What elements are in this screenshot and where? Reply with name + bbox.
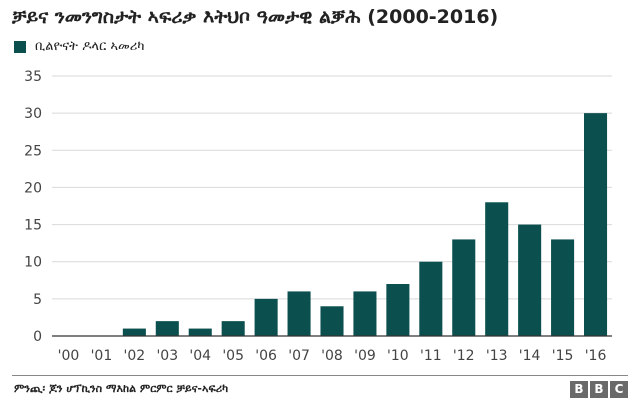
x-tick-label: '11 — [420, 348, 442, 364]
bar — [122, 328, 146, 336]
x-tick-label: '01 — [91, 348, 113, 364]
legend: ቢልዮናት ዶላር ኣመሪካ — [14, 39, 144, 54]
y-tick-label: 0 — [33, 329, 42, 345]
bar — [485, 202, 509, 336]
x-tick-label: '03 — [156, 348, 178, 364]
bar — [287, 291, 311, 336]
bar — [518, 224, 542, 336]
y-tick-label: 30 — [24, 106, 42, 122]
x-tick-label: '13 — [486, 348, 508, 364]
bar-chart: 0 5 10 15 20 25 30 35 '00 '01 '02 '03 '04 '05 '06 '07 '0… — [24, 69, 612, 364]
x-tick-label: '07 — [288, 348, 310, 364]
x-tick-label: '02 — [124, 348, 146, 364]
y-tick-label: 35 — [24, 69, 42, 85]
x-tick-label: '04 — [189, 348, 211, 364]
bar — [353, 291, 377, 336]
y-tick-label: 10 — [24, 255, 42, 271]
x-tick-label: '12 — [453, 348, 475, 364]
bar — [188, 328, 212, 336]
bar — [452, 239, 476, 336]
y-tick-label: 5 — [33, 292, 42, 308]
chart-title: ቻይና ንመንግስታት ኣፍሪቃ እትህቦ ዓመታዊ ልቓሕ (2000-201… — [12, 6, 499, 28]
bbc-logo-letter-1: B — [570, 381, 588, 398]
bbc-logo: B B C — [570, 381, 628, 398]
x-tick-label: '16 — [585, 348, 607, 364]
y-tick-label: 20 — [24, 180, 42, 196]
legend-swatch — [14, 40, 26, 53]
bar — [320, 306, 344, 336]
y-tick-label: 25 — [24, 143, 42, 159]
x-tick-label: '00 — [58, 348, 80, 364]
x-tick-label: '08 — [321, 348, 343, 364]
bar — [254, 298, 278, 336]
y-tick-label: 15 — [24, 218, 42, 234]
legend-label: ቢልዮናት ዶላር ኣመሪካ — [35, 39, 145, 54]
bbc-logo-letter-2: B — [590, 381, 608, 398]
source-note: ምንጪ፡ ጆን ሆፕኪንስ ማእከል ምርምር ቻይና-ኣፍሪካ — [14, 382, 229, 395]
bar — [221, 321, 245, 336]
bar — [419, 261, 443, 336]
x-tick-label: '14 — [519, 348, 541, 364]
bar — [386, 284, 410, 336]
x-tick-label: '15 — [552, 348, 574, 364]
x-tick-label: '05 — [222, 348, 244, 364]
bbc-logo-letter-3: C — [610, 381, 628, 398]
x-tick-label: '06 — [255, 348, 277, 364]
footer-divider — [12, 375, 628, 376]
bar — [551, 239, 575, 336]
x-tick-label: '09 — [354, 348, 376, 364]
bar — [155, 321, 179, 336]
bar — [584, 113, 608, 337]
x-tick-label: '10 — [387, 348, 409, 364]
